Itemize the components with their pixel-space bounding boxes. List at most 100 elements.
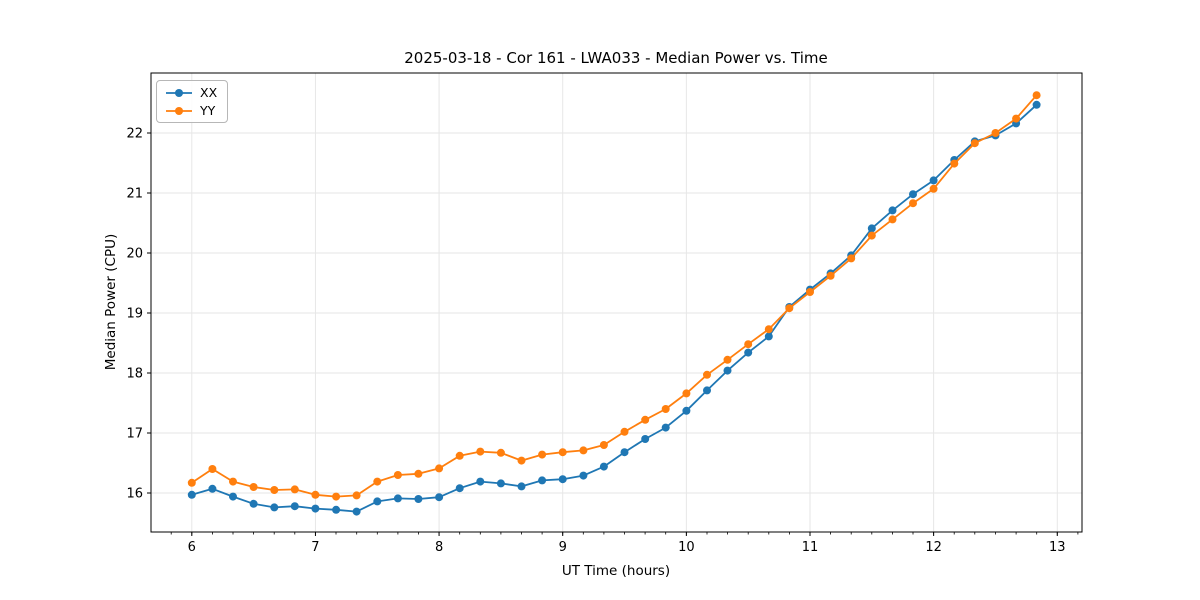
series-XX-marker (332, 505, 341, 514)
x-tick-label-12: 12 (925, 540, 942, 555)
series-YY-marker (538, 450, 547, 459)
series-XX-marker (373, 497, 382, 506)
series-XX-marker (682, 406, 691, 415)
series-YY-marker (723, 355, 732, 364)
x-tick-label-13: 13 (1049, 540, 1066, 555)
series-XX-marker (311, 504, 320, 513)
series-YY-marker (867, 231, 876, 240)
series-YY-marker (950, 159, 959, 168)
series-YY-marker (208, 465, 217, 473)
series-XX-marker (620, 448, 629, 457)
series-YY-marker (229, 477, 237, 486)
series-YY-marker (1012, 114, 1021, 123)
series-YY-marker (682, 389, 691, 398)
series-XX-marker (229, 492, 237, 501)
x-tick-label-6: 6 (188, 540, 196, 555)
series-YY-marker (806, 288, 814, 296)
series-XX-marker (393, 494, 402, 503)
series-XX-marker (661, 423, 670, 432)
series-YY-marker (785, 304, 794, 313)
chart-title: 2025-03-18 - Cor 161 - LWA033 - Median P… (404, 49, 828, 67)
series-XX-marker (496, 479, 505, 488)
legend-entry-YY: YY (165, 103, 217, 118)
series-XX-marker (290, 502, 299, 511)
series-YY-marker (1032, 91, 1041, 100)
series-XX-marker (187, 490, 196, 499)
series-YY-marker (332, 492, 341, 501)
series-YY-marker (888, 215, 897, 224)
series-XX-marker (517, 482, 526, 491)
series-YY-marker (579, 446, 588, 455)
x-tick-label-9: 9 (559, 540, 567, 555)
series-YY-marker (373, 477, 382, 486)
series-YY-marker (290, 485, 299, 494)
series-YY-marker (991, 129, 1000, 137)
series-XX-marker (744, 348, 753, 357)
series-XX-line (191, 104, 1038, 513)
y-tick-label-18: 18 (126, 367, 143, 382)
series-XX-marker (455, 484, 464, 493)
series-YY-marker (641, 415, 650, 424)
series-XX-marker (538, 476, 547, 485)
series-XX-marker (641, 435, 650, 443)
series-XX-marker (1032, 100, 1041, 109)
series-XX-marker (249, 499, 258, 508)
series-XX-marker (435, 493, 444, 502)
series-YY-marker (558, 448, 567, 457)
series-XX-marker (888, 206, 897, 215)
series-YY-marker (661, 405, 670, 413)
x-tick-label-8: 8 (435, 540, 443, 555)
series-XX-marker (599, 462, 608, 471)
series-XX-marker (476, 477, 485, 486)
series-YY-marker (620, 427, 629, 436)
plot-border (150, 72, 1083, 533)
legend: XX YY (156, 80, 229, 123)
y-tick-label-16: 16 (126, 487, 143, 502)
y-tick-label-21: 21 (126, 187, 143, 202)
series-YY-marker (270, 486, 279, 494)
series-YY-marker (496, 448, 505, 457)
x-tick-label-7: 7 (311, 540, 319, 555)
series-XX-marker (929, 176, 938, 185)
series-XX-marker (352, 507, 361, 516)
y-tick-label-20: 20 (126, 247, 143, 262)
series-YY-marker (847, 254, 856, 263)
series-XX-marker (579, 471, 588, 480)
series-YY-marker (929, 184, 938, 193)
series-XX-marker (558, 475, 567, 484)
series-XX-marker (723, 366, 732, 375)
series-XX-marker (270, 503, 279, 512)
legend-line-marker-icon (166, 88, 192, 97)
y-tick-label-19: 19 (126, 307, 143, 322)
series-YY-marker (703, 370, 711, 379)
legend-entry-XX: XX (165, 85, 217, 100)
series-YY-marker (970, 139, 979, 148)
x-axis-label: UT Time (hours) (561, 563, 671, 579)
series-YY-marker (393, 471, 402, 479)
legend-label-YY: YY (200, 103, 216, 118)
series-YY-marker (414, 469, 423, 478)
series-YY-marker (744, 340, 753, 349)
series-YY-marker (249, 483, 258, 491)
series-YY-marker (476, 447, 485, 456)
series-YY-marker (352, 491, 361, 500)
series-YY-marker (826, 271, 835, 280)
series-YY-marker (599, 441, 608, 449)
legend-line-marker-icon (166, 106, 192, 115)
y-tick-label-22: 22 (126, 127, 143, 142)
series-XX-marker (414, 495, 423, 503)
series-YY-line (191, 94, 1038, 498)
x-tick-label-10: 10 (678, 540, 695, 555)
series-YY-marker (455, 451, 464, 460)
series-XX-marker (703, 386, 711, 395)
series-XX-marker (909, 190, 917, 199)
y-tick-label-17: 17 (126, 427, 143, 442)
series-YY-marker (764, 325, 773, 334)
series-YY-marker (187, 478, 196, 487)
series-XX-marker (764, 332, 773, 341)
legend-label-XX: XX (200, 85, 218, 100)
series-YY-marker (517, 456, 526, 465)
series-YY-marker (909, 199, 917, 208)
